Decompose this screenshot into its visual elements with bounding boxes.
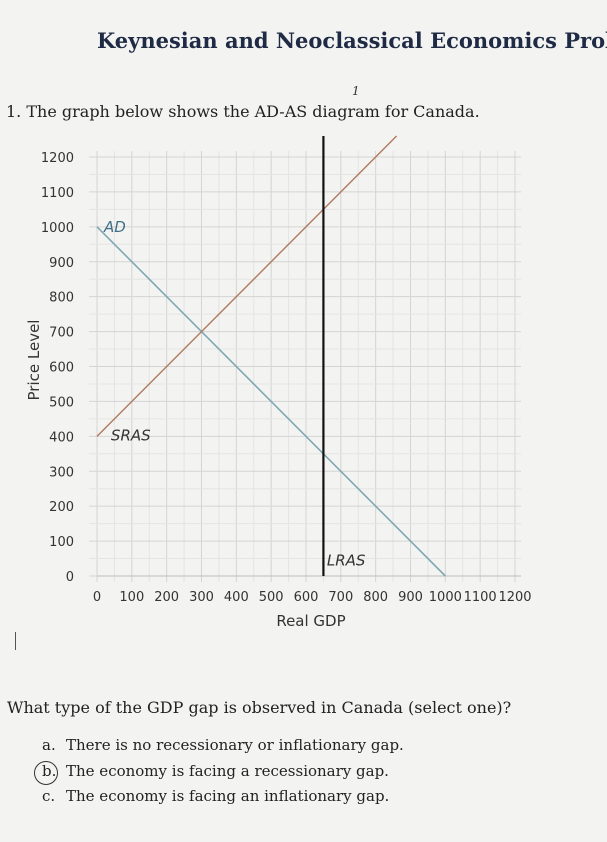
y-tick-label: 900 <box>49 256 74 271</box>
x-tick-label: 700 <box>328 590 353 605</box>
y-tick-label: 1100 <box>41 186 74 201</box>
curve-sras <box>96 135 398 437</box>
y-tick-label: 1200 <box>41 151 74 166</box>
x-tick-label: 100 <box>119 590 144 605</box>
curve-label-lras: LRAS <box>327 552 366 570</box>
x-tick-label: 1200 <box>498 590 531 605</box>
curve-label-ad: AD <box>103 218 126 236</box>
x-tick-label: 1000 <box>429 590 462 605</box>
y-tick-label: 1000 <box>41 221 74 236</box>
pencil-mark: 1 <box>352 84 360 98</box>
x-tick-labels: 0 100 200 300 400 500 600 700 800 900 1000 1100 1200 <box>93 590 532 605</box>
x-tick-label: 800 <box>363 590 388 605</box>
x-tick-label: 200 <box>154 590 179 605</box>
curve-ad <box>96 226 446 577</box>
answer-prompt: What type of the GDP gap is observed in … <box>7 698 512 717</box>
y-tick-label: 400 <box>49 430 74 445</box>
curves: AD SRAS LRAS <box>96 135 446 577</box>
page-title: Keynesian and Neoclassical Economics Pro… <box>97 28 607 53</box>
ad-as-chart: 0100200300400500600700800900100011001200… <box>25 135 532 630</box>
y-tick-label: 100 <box>49 535 74 550</box>
option-text: There is no recessionary or inflationary… <box>66 736 404 754</box>
answer-option[interactable]: b. The economy is facing a recessionary g… <box>42 762 389 780</box>
y-tick-label: 600 <box>49 361 74 376</box>
selected-answer-circle <box>34 761 58 785</box>
x-tick-label: 300 <box>189 590 214 605</box>
y-tick-label: 200 <box>49 500 74 515</box>
x-tick-label: 400 <box>224 590 249 605</box>
x-tick-label: 500 <box>259 590 284 605</box>
x-tick-label: 1100 <box>464 590 497 605</box>
y-tick-labels: 0 100 200 300 400 500 600 700 800 900 1000 1100 1200 <box>41 151 74 585</box>
question-text: 1. The graph below shows the AD-AS diagr… <box>6 102 480 121</box>
y-tick-label: 300 <box>49 465 74 480</box>
option-letter: c. <box>42 787 56 805</box>
y-tick-label: 800 <box>49 291 74 306</box>
x-tick-label: 900 <box>398 590 423 605</box>
x-tick-label: 0 <box>93 590 101 605</box>
option-letter: a. <box>42 736 56 754</box>
y-tick-label: 700 <box>49 326 74 341</box>
answer-option[interactable]: a. There is no recessionary or inflationa… <box>42 736 404 754</box>
x-axis-title: Real GDP <box>276 612 345 630</box>
y-tick-label: 0 <box>66 570 74 585</box>
curve-label-sras: SRAS <box>111 426 151 444</box>
option-text: The economy is facing a recessionary gap… <box>66 762 389 780</box>
option-text: The economy is facing an inflationary ga… <box>66 787 390 805</box>
x-tick-label: 600 <box>294 590 319 605</box>
margin-mark <box>15 632 16 650</box>
answer-option[interactable]: c. The economy is facing an inflationary … <box>42 787 389 805</box>
grid-lines <box>89 151 521 582</box>
y-tick-label: 500 <box>49 395 74 410</box>
y-axis-title: Price Level <box>25 320 43 401</box>
